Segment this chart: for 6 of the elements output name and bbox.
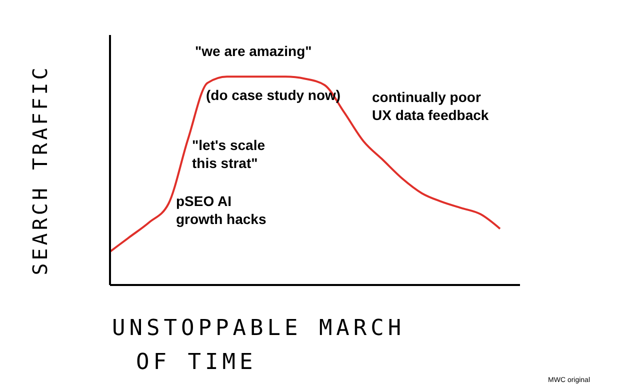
text: "we are amazing" <box>195 42 312 60</box>
annotation: continually poor UX data feedback <box>372 88 489 124</box>
y-axis-title: SEARCH TRAFFIC <box>28 64 52 276</box>
annotation: pSEO AI growth hacks <box>176 192 266 228</box>
x-axis-title: UNSTOPPABLE MARCH OF TIME <box>112 315 406 377</box>
annotation: "let's scale this strat" <box>192 136 266 172</box>
